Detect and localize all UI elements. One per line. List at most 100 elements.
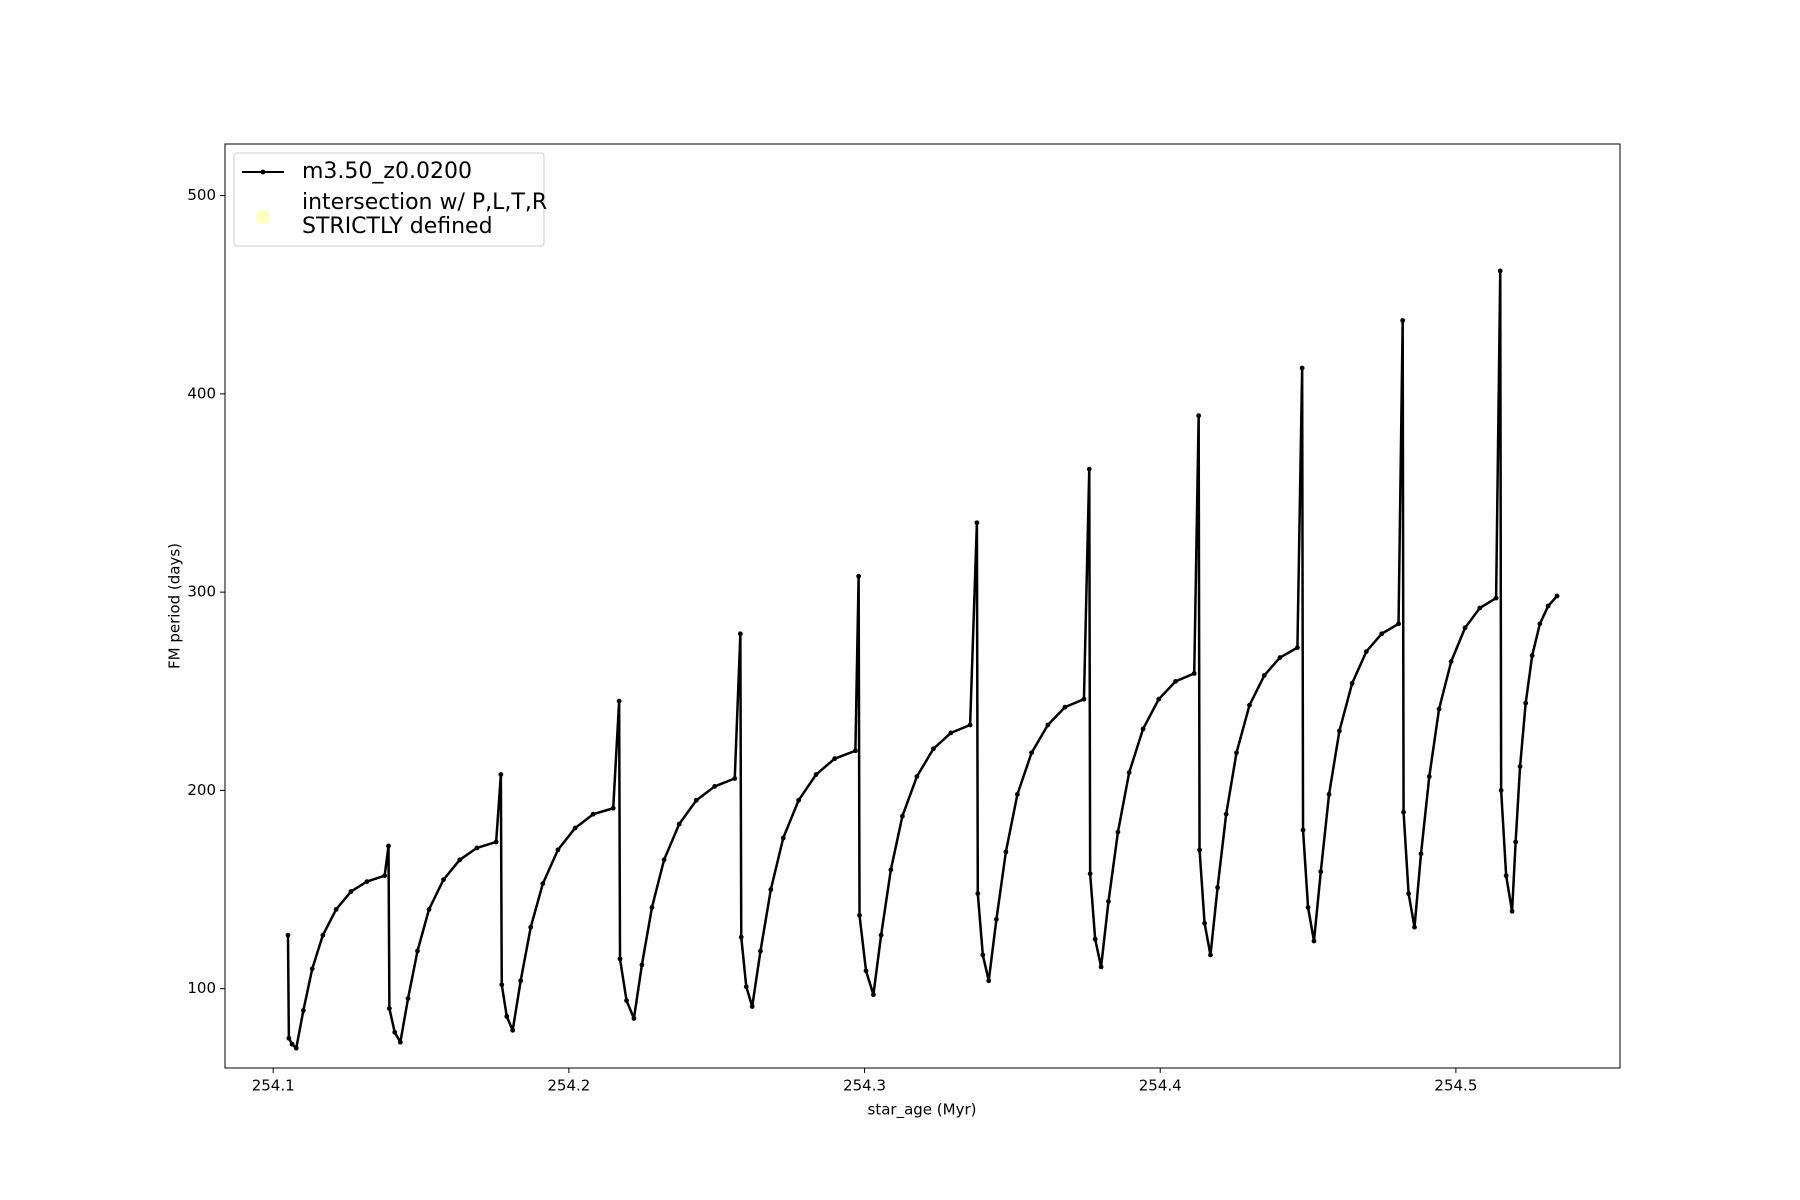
- marker: [1215, 885, 1220, 890]
- x-axis-label: star_age (Myr): [868, 1101, 977, 1120]
- marker: [572, 825, 578, 831]
- marker: [1299, 365, 1305, 371]
- marker: [676, 821, 682, 827]
- marker: [293, 1045, 299, 1051]
- marker: [289, 1041, 295, 1047]
- marker: [382, 873, 388, 879]
- marker: [1197, 847, 1202, 853]
- marker: [863, 968, 869, 974]
- marker: [518, 978, 524, 984]
- y-axis-label: FM period (days): [166, 543, 184, 669]
- marker: [555, 847, 561, 853]
- marker: [1412, 924, 1417, 930]
- marker: [1098, 964, 1104, 970]
- marker: [286, 1035, 292, 1041]
- marker: [878, 932, 884, 938]
- marker: [1140, 726, 1146, 732]
- marker: [899, 813, 905, 819]
- marker: [649, 904, 655, 910]
- marker: [743, 984, 749, 990]
- marker: [616, 698, 622, 704]
- marker: [617, 956, 623, 962]
- marker: [1247, 702, 1252, 708]
- marker: [1305, 904, 1311, 910]
- marker: [832, 756, 838, 762]
- marker: [1396, 621, 1401, 627]
- marker: [1326, 791, 1332, 797]
- marker: [1086, 466, 1092, 472]
- marker: [1400, 318, 1406, 323]
- marker: [426, 906, 432, 912]
- marker: [1202, 920, 1207, 926]
- x-tick-label: 254.2: [547, 1077, 590, 1095]
- marker: [1156, 696, 1162, 702]
- marker: [931, 746, 936, 752]
- marker: [1015, 791, 1020, 797]
- marker: [1300, 827, 1306, 833]
- marker: [1223, 811, 1229, 817]
- marker: [1554, 593, 1560, 599]
- marker: [333, 906, 339, 912]
- marker: [1191, 671, 1197, 676]
- marker: [1503, 873, 1509, 879]
- marker: [693, 797, 699, 803]
- marker: [1401, 809, 1406, 815]
- marker: [493, 839, 499, 845]
- marker: [1509, 908, 1515, 914]
- y-tick-label: 100: [187, 979, 216, 997]
- marker: [1106, 899, 1111, 904]
- marker: [1448, 659, 1454, 664]
- marker: [737, 631, 743, 637]
- marker: [856, 573, 862, 579]
- marker: [624, 998, 629, 1003]
- marker: [852, 748, 858, 754]
- marker: [1337, 728, 1342, 734]
- plot-frame: [224, 143, 1621, 1069]
- marker: [1003, 849, 1009, 855]
- marker: [441, 877, 446, 883]
- x-tick-label: 254.4: [1139, 1077, 1182, 1095]
- marker: [1126, 770, 1132, 775]
- marker: [661, 857, 667, 863]
- marker: [1261, 672, 1267, 678]
- marker: [1045, 722, 1051, 728]
- x-tick-label: 254.1: [252, 1077, 295, 1095]
- marker: [386, 1006, 392, 1011]
- legend-marker: [260, 169, 266, 175]
- marker: [732, 776, 738, 781]
- marker: [1379, 631, 1385, 637]
- marker: [1493, 595, 1499, 601]
- marker: [1087, 871, 1093, 877]
- marker: [415, 948, 420, 954]
- legend-box: [233, 152, 545, 247]
- marker: [1311, 938, 1317, 944]
- marker: [1537, 621, 1543, 627]
- marker: [758, 948, 763, 954]
- marker: [1418, 851, 1424, 857]
- marker: [1029, 750, 1035, 756]
- legend-label: intersection w/ P,L,T,R STRICTLY defined: [302, 190, 547, 239]
- line: [286, 269, 1558, 1050]
- marker: [397, 1039, 403, 1045]
- marker: [1513, 839, 1519, 845]
- marker: [1318, 869, 1324, 875]
- marker: [540, 881, 546, 886]
- marker: [857, 912, 862, 918]
- marker: [498, 772, 504, 777]
- marker: [1115, 829, 1121, 835]
- marker: [639, 962, 645, 968]
- marker: [1436, 706, 1442, 712]
- marker: [948, 730, 954, 736]
- marker: [914, 774, 920, 779]
- y-tick-label: 300: [187, 583, 216, 601]
- marker: [738, 934, 744, 940]
- marker: [796, 797, 802, 803]
- marker: [1062, 704, 1068, 710]
- marker: [974, 520, 980, 526]
- marker: [510, 1027, 516, 1033]
- marker: [309, 966, 315, 972]
- marker: [1462, 625, 1468, 631]
- x-tick-label: 254.3: [843, 1077, 886, 1095]
- marker: [590, 811, 596, 817]
